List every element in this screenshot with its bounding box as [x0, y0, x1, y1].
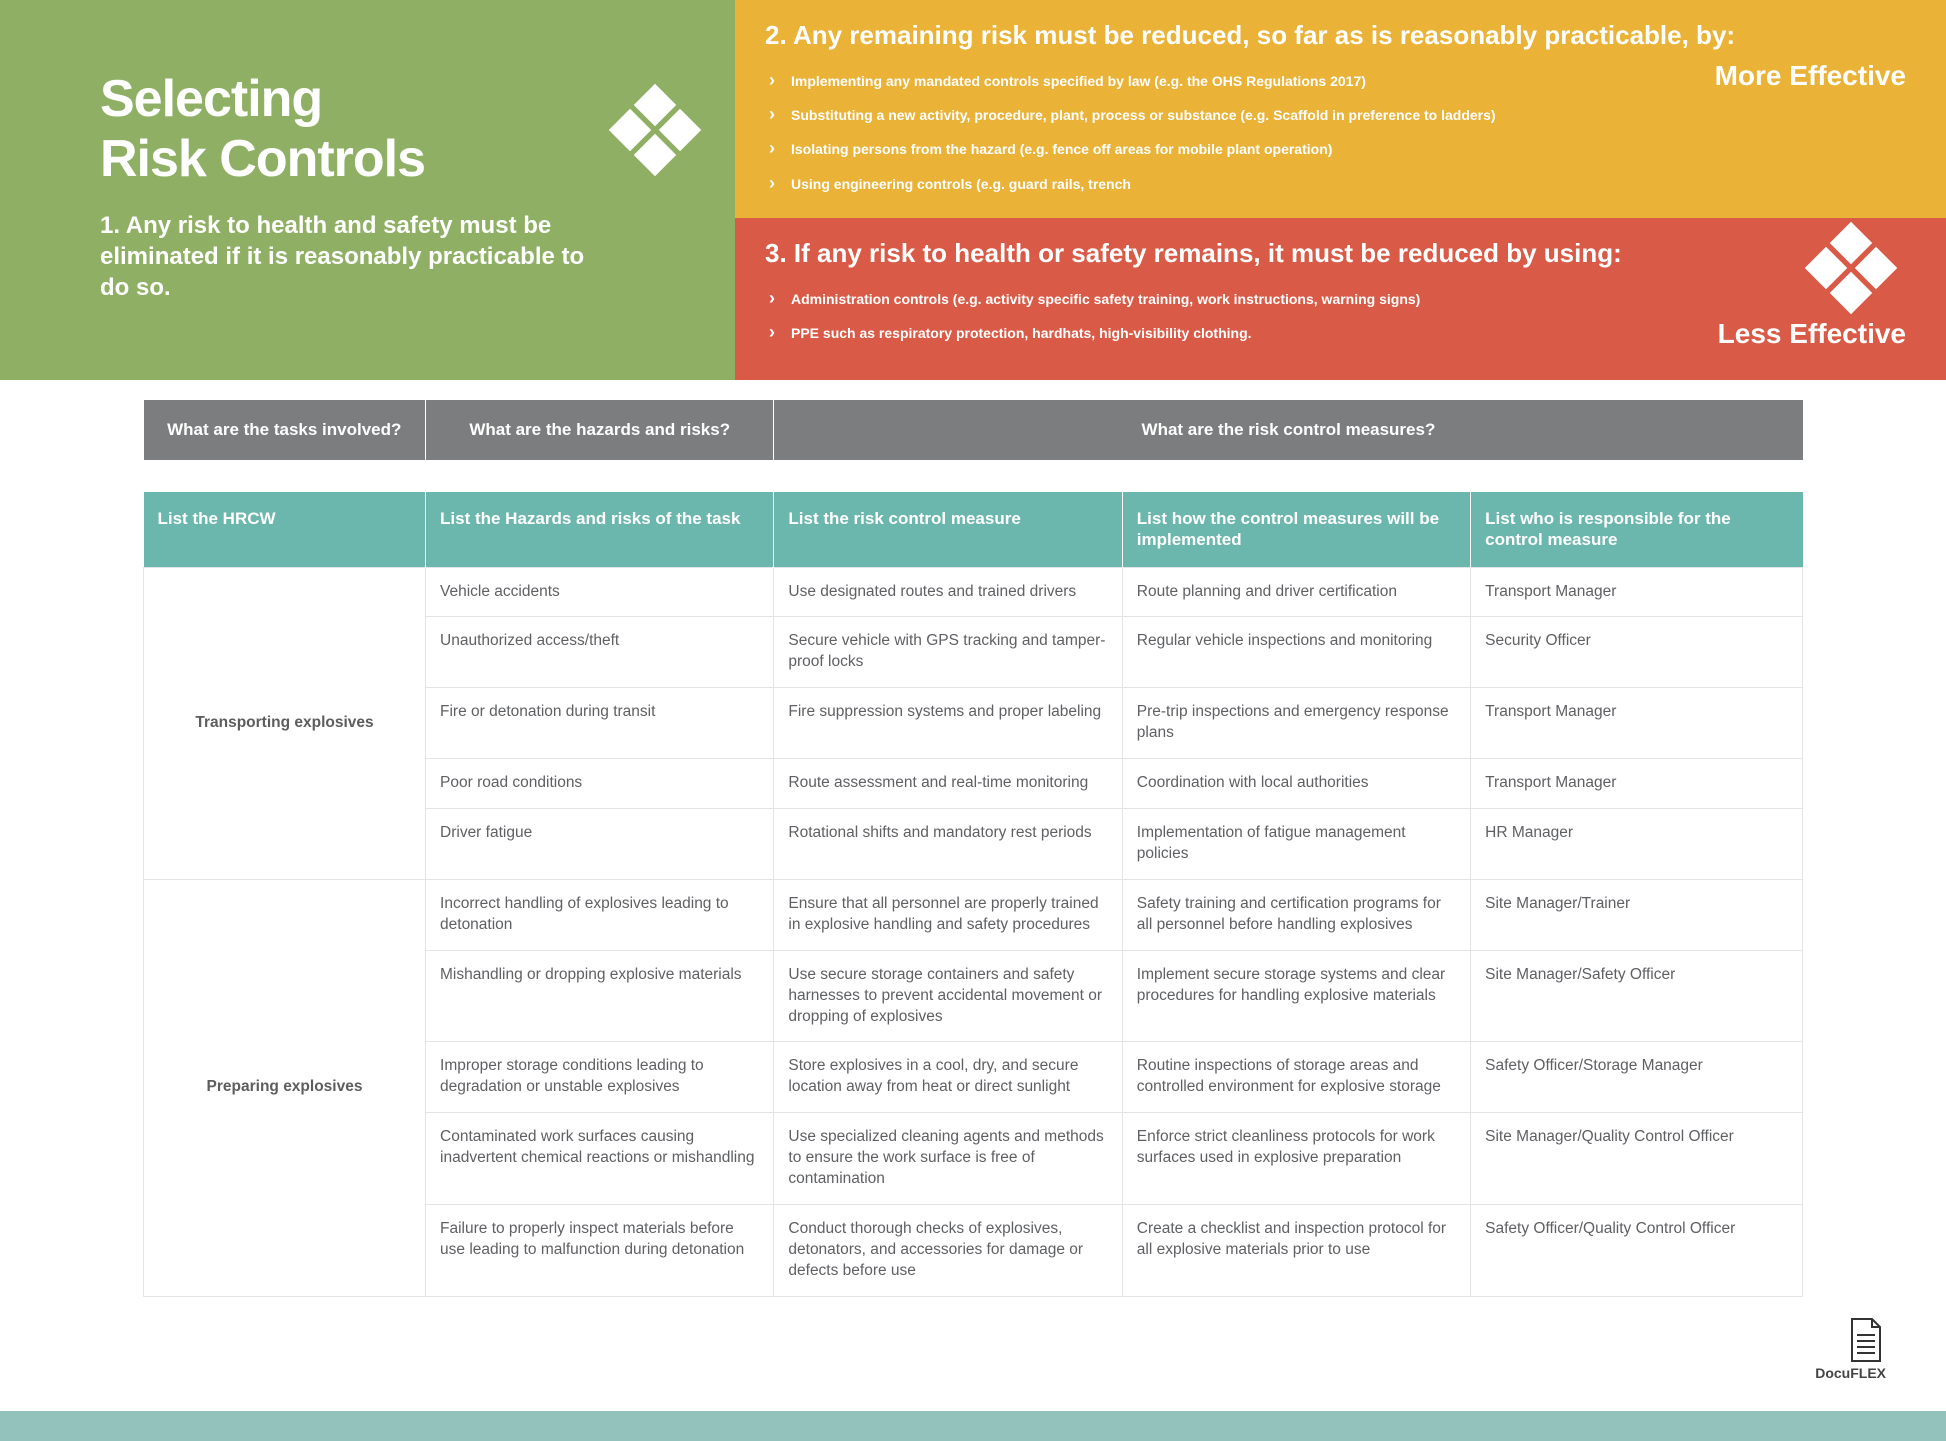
cell-hazard: Mishandling or dropping explosive materi… — [426, 950, 774, 1042]
hero-point-1: 1. Any risk to health and safety must be… — [100, 210, 620, 304]
cell-control: Use specialized cleaning agents and meth… — [774, 1113, 1122, 1205]
hero-left-panel: Selecting Risk Controls 1. Any risk to h… — [0, 0, 735, 380]
band-list-item: Substituting a new activity, procedure, … — [769, 97, 1906, 131]
top-head-tasks: What are the tasks involved? — [144, 400, 426, 460]
cell-control: Secure vehicle with GPS tracking and tam… — [774, 617, 1122, 688]
cell-control: Store explosives in a cool, dry, and sec… — [774, 1042, 1122, 1113]
cell-hazard: Unauthorized access/theft — [426, 617, 774, 688]
hero-band-3: 3. If any risk to health or safety remai… — [735, 218, 1946, 380]
cell-resp: Site Manager/Safety Officer — [1471, 950, 1803, 1042]
cell-resp: Safety Officer/Quality Control Officer — [1471, 1205, 1803, 1297]
less-effective-label: Less Effective — [1718, 318, 1906, 350]
cell-resp: HR Manager — [1471, 809, 1803, 880]
subhead-responsible: List who is responsible for the control … — [1471, 492, 1803, 567]
risk-table-container: What are the tasks involved? What are th… — [143, 400, 1803, 1297]
diamond-icon — [1811, 228, 1891, 308]
hrcw-cell: Transporting explosives — [144, 567, 426, 879]
table-row: Transporting explosivesVehicle accidents… — [144, 567, 1803, 617]
cell-resp: Transport Manager — [1471, 688, 1803, 759]
cell-hazard: Driver fatigue — [426, 809, 774, 880]
page-title: Selecting Risk Controls — [100, 70, 695, 190]
top-head-hazards: What are the hazards and risks? — [426, 400, 774, 460]
cell-hazard: Failure to properly inspect materials be… — [426, 1205, 774, 1297]
band2-title: 2. Any remaining risk must be reduced, s… — [765, 20, 1906, 51]
diamond-icon — [615, 90, 695, 170]
cell-hazard: Poor road conditions — [426, 759, 774, 809]
subhead-control: List the risk control measure — [774, 492, 1122, 567]
top-head-controls: What are the risk control measures? — [774, 400, 1803, 460]
subhead-hazards: List the Hazards and risks of the task — [426, 492, 774, 567]
cell-resp: Safety Officer/Storage Manager — [1471, 1042, 1803, 1113]
subhead-implementation: List how the control measures will be im… — [1122, 492, 1470, 567]
table-sub-header: List the HRCW List the Hazards and risks… — [144, 492, 1803, 567]
hrcw-cell: Preparing explosives — [144, 879, 426, 1296]
cell-impl: Create a checklist and inspection protoc… — [1122, 1205, 1470, 1297]
subhead-hrcw: List the HRCW — [144, 492, 426, 567]
cell-impl: Route planning and driver certification — [1122, 567, 1470, 617]
table-body: Transporting explosivesVehicle accidents… — [144, 567, 1803, 1296]
document-icon — [1846, 1317, 1886, 1363]
cell-control: Conduct thorough checks of explosives, d… — [774, 1205, 1122, 1297]
cell-hazard: Contaminated work surfaces causing inadv… — [426, 1113, 774, 1205]
table-row: Preparing explosivesIncorrect handling o… — [144, 879, 1803, 950]
cell-impl: Coordination with local authorities — [1122, 759, 1470, 809]
cell-control: Rotational shifts and mandatory rest per… — [774, 809, 1122, 880]
cell-resp: Security Officer — [1471, 617, 1803, 688]
cell-control: Use designated routes and trained driver… — [774, 567, 1122, 617]
cell-resp: Site Manager/Trainer — [1471, 879, 1803, 950]
band-list-item: Isolating persons from the hazard (e.g. … — [769, 131, 1906, 165]
band-list-item: Administration controls (e.g. activity s… — [769, 281, 1906, 315]
cell-impl: Implement secure storage systems and cle… — [1122, 950, 1470, 1042]
cell-resp: Transport Manager — [1471, 567, 1803, 617]
cell-impl: Routine inspections of storage areas and… — [1122, 1042, 1470, 1113]
page-title-line2: Risk Controls — [100, 130, 425, 188]
band3-title: 3. If any risk to health or safety remai… — [765, 238, 1906, 269]
cell-impl: Safety training and certification progra… — [1122, 879, 1470, 950]
cell-control: Route assessment and real-time monitorin… — [774, 759, 1122, 809]
cell-resp: Transport Manager — [1471, 759, 1803, 809]
page-title-line1: Selecting — [100, 70, 322, 128]
hero-header: Selecting Risk Controls 1. Any risk to h… — [0, 0, 1946, 380]
more-effective-label: More Effective — [1715, 60, 1906, 92]
cell-hazard: Improper storage conditions leading to d… — [426, 1042, 774, 1113]
band-list-item: Using engineering controls (e.g. guard r… — [769, 166, 1906, 200]
table-top-header: What are the tasks involved? What are th… — [144, 400, 1803, 460]
hero-right-panels: 2. Any remaining risk must be reduced, s… — [735, 0, 1946, 380]
watermark: DocuFLEX — [0, 1297, 1946, 1381]
cell-control: Ensure that all personnel are properly t… — [774, 879, 1122, 950]
cell-impl: Pre-trip inspections and emergency respo… — [1122, 688, 1470, 759]
cell-resp: Site Manager/Quality Control Officer — [1471, 1113, 1803, 1205]
cell-hazard: Fire or detonation during transit — [426, 688, 774, 759]
cell-control: Use secure storage containers and safety… — [774, 950, 1122, 1042]
watermark-text: DocuFLEX — [0, 1365, 1886, 1381]
footer-bar — [0, 1411, 1946, 1441]
cell-hazard: Vehicle accidents — [426, 567, 774, 617]
cell-impl: Enforce strict cleanliness protocols for… — [1122, 1113, 1470, 1205]
cell-impl: Regular vehicle inspections and monitori… — [1122, 617, 1470, 688]
cell-hazard: Incorrect handling of explosives leading… — [426, 879, 774, 950]
cell-control: Fire suppression systems and proper labe… — [774, 688, 1122, 759]
risk-controls-table: What are the tasks involved? What are th… — [143, 400, 1803, 1297]
cell-impl: Implementation of fatigue management pol… — [1122, 809, 1470, 880]
hero-band-2: 2. Any remaining risk must be reduced, s… — [735, 0, 1946, 218]
